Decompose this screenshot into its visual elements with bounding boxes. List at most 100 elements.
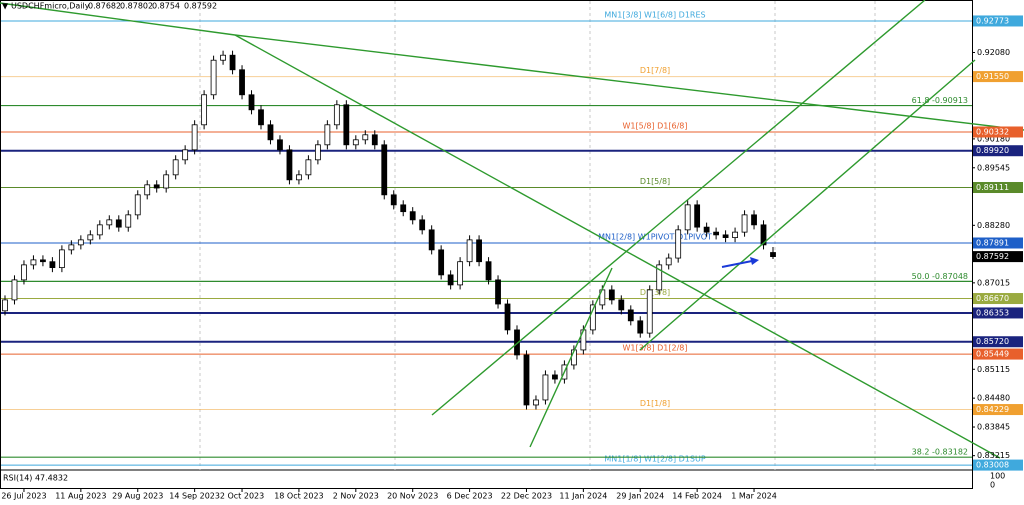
- candle-body: [533, 399, 539, 406]
- candle-body: [514, 329, 520, 356]
- candle-body: [390, 194, 397, 206]
- level-price-box: [973, 293, 1023, 305]
- candle-body: [627, 309, 634, 322]
- fib-text: 50.0 -0.87048: [912, 272, 968, 281]
- candle-body: [618, 299, 625, 311]
- candle-body: [751, 214, 757, 226]
- candle-body: [770, 252, 776, 258]
- level-text: MN1[2/8] W1PIVOT D1PIVOT: [598, 233, 712, 242]
- candle-body: [466, 239, 473, 263]
- candle-body: [732, 231, 738, 238]
- level-price-label: 0.87891: [976, 239, 1009, 248]
- candle-body: [722, 234, 729, 238]
- candle-body: [324, 124, 331, 146]
- y-tick-label: 0.83845: [977, 423, 1010, 432]
- header-low: 0.8754: [152, 2, 180, 11]
- candle-body: [542, 374, 549, 401]
- candle-body: [58, 249, 65, 269]
- trendline: [431, 0, 926, 416]
- level-price-box: [973, 126, 1023, 138]
- candle-body: [504, 303, 511, 331]
- candle-body: [106, 219, 113, 226]
- trendline: [234, 34, 1024, 131]
- x-tick-label: 22 Dec 2023: [501, 492, 552, 501]
- candle-body: [381, 144, 388, 196]
- candle-body: [703, 226, 710, 233]
- trendline: [639, 59, 976, 351]
- candle-body: [608, 289, 615, 301]
- level-price-box: [973, 15, 1023, 27]
- y-tick-label: 0.88280: [977, 221, 1010, 230]
- level-price-label: 0.85720: [976, 337, 1009, 346]
- candle-body: [400, 204, 407, 213]
- candle-body: [248, 94, 255, 111]
- x-tick-label: 1 Mar 2024: [731, 492, 777, 501]
- candle-body: [457, 261, 464, 286]
- level-price-box: [973, 459, 1023, 471]
- rsi-scale-top: 100: [990, 472, 1005, 481]
- level-text: MN1[1/8] W1[2/8] D1SUP: [604, 455, 705, 464]
- candle-body: [665, 257, 672, 266]
- level-price-box: [973, 336, 1023, 348]
- candle-body: [343, 104, 350, 146]
- x-tick-label: 29 Aug 2023: [112, 492, 163, 501]
- candle-body: [296, 174, 302, 181]
- trendline: [529, 267, 613, 448]
- header-open: 0.87682: [88, 2, 121, 11]
- candle-body: [713, 231, 720, 236]
- candle-body: [314, 144, 321, 161]
- level-text: D1[3/8]: [640, 288, 670, 297]
- y-tick-label: 0.92080: [977, 48, 1010, 57]
- candle-body: [352, 139, 359, 146]
- level-price-box: [973, 348, 1023, 360]
- level-price-label: 0.90332: [976, 127, 1009, 136]
- level-price-label: 0.89920: [976, 146, 1009, 155]
- symbol-title: USDCHFmicro,Daily: [11, 2, 90, 11]
- candle-body: [77, 239, 84, 246]
- candle-body: [333, 104, 340, 126]
- level-price-label: 0.86353: [976, 308, 1009, 317]
- candle-body: [220, 54, 226, 61]
- candles: [2, 50, 776, 410]
- candle-body: [134, 194, 141, 216]
- candle-body: [277, 139, 283, 151]
- plot-frame: [0, 0, 973, 489]
- arrow-shaft: [721, 260, 753, 268]
- candle-body: [305, 159, 312, 176]
- x-tick-label: 11 Jan 2024: [559, 492, 607, 501]
- x-tick-label: 14 Sep 2023: [169, 492, 220, 501]
- candle-body: [656, 264, 663, 291]
- candle-body: [438, 249, 445, 276]
- level-text: D1[5/8]: [640, 177, 670, 186]
- level-text: MN1[3/8] W1[6/8] D1RES: [604, 10, 705, 19]
- x-tick-label: 26 Jul 2023: [1, 492, 46, 501]
- level-price-box: [973, 237, 1023, 249]
- level-price-box: [973, 307, 1023, 319]
- x-tick-label: 6 Dec 2023: [447, 492, 493, 501]
- candle-body: [362, 134, 369, 141]
- candle-body: [210, 59, 217, 96]
- x-tick-label: 11 Aug 2023: [55, 492, 106, 501]
- candle-body: [49, 261, 56, 269]
- header-icon: ▼: [2, 2, 9, 11]
- candle-body: [87, 234, 94, 241]
- candle-body: [523, 354, 530, 406]
- candle-body: [40, 259, 46, 263]
- candle-body: [239, 69, 245, 96]
- level-price-label: 0.92773: [976, 16, 1009, 25]
- candle-body: [229, 54, 236, 71]
- candle-body: [153, 184, 160, 189]
- y-tick-label: 0.84480: [977, 394, 1010, 403]
- level-text: D1[7/8]: [640, 66, 670, 75]
- x-tick-label: 2 Oct 2023: [220, 492, 264, 501]
- candle-body: [428, 229, 435, 251]
- trendline: [0, 2, 236, 36]
- rsi-title: RSI(14) 47.4832: [3, 474, 68, 483]
- candle-body: [675, 229, 682, 259]
- level-price-label: 0.85449: [976, 350, 1009, 359]
- arrow: [721, 257, 759, 268]
- header-high: 0.87802: [120, 2, 153, 11]
- level-price-label: 0.91550: [976, 72, 1009, 81]
- y-tick-label: 0.89545: [977, 163, 1010, 172]
